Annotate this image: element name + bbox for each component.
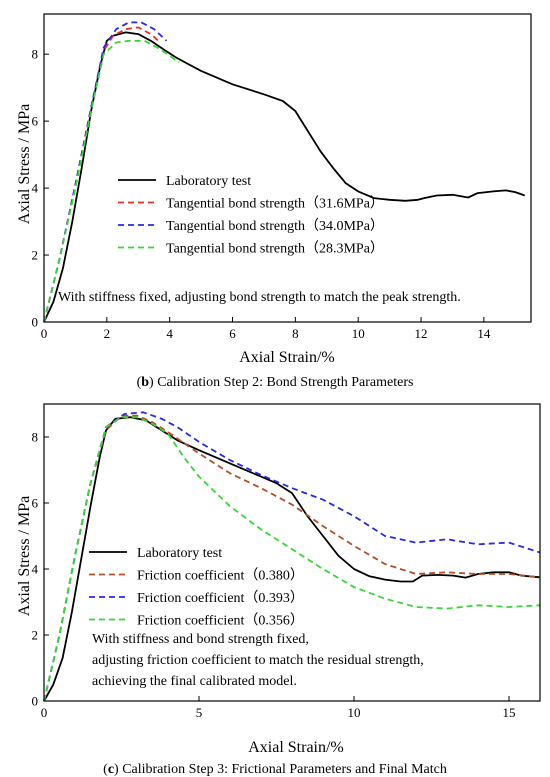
series-group [43,411,541,702]
series-group [43,21,526,323]
chart-panel-b: Axial Stress / MPa Axial Strain/% (b) Ca… [16,13,532,390]
series-line-0 [43,31,526,323]
panel-caption: (b) Calibration Step 2: Bond Strength Pa… [137,375,414,390]
x-tick-label: 5 [196,705,203,720]
x-tick-label: 0 [41,326,48,341]
y-tick-label: 0 [32,694,39,709]
x-axis-label: Axial Strain/% [248,739,344,756]
panel-caption: (c) Calibration Step 3: Frictional Param… [103,762,447,777]
y-tick-label: 4 [32,181,39,196]
annotation: With stiffness and bond strength fixed, … [92,632,424,689]
x-tick-label: 6 [229,326,236,341]
y-tick-label: 8 [32,430,39,445]
chart-panel-c: Axial Stress / MPa Axial Strain/% (c) Ca… [16,403,541,777]
legend: Laboratory test Tangential bond strength（… [118,174,384,257]
series-line-3 [43,39,180,323]
annotation: With stiffness fixed, adjusting bond str… [58,290,461,305]
y-tick-label: 2 [32,628,39,643]
x-tick-label: 4 [166,326,173,341]
legend-label: Tangential bond strength（28.3MPa） [166,241,384,257]
y-tick-label: 4 [32,562,39,577]
x-tick-label: 10 [348,705,361,720]
panel-caption-text: ) Calibration Step 2: Bond Strength Para… [149,375,413,390]
x-tick-label: 0 [41,705,48,720]
x-tick-label: 15 [503,705,516,720]
x-tick-label: 14 [477,326,491,341]
panel-caption-label: b [141,375,149,390]
legend-label: Tangential bond strength（34.0MPa） [166,218,384,234]
series-line-3 [43,416,541,702]
legend-label: Friction coefficient（0.356） [137,613,304,629]
y-tick-label: 6 [32,496,39,511]
legend-label: Laboratory test [137,546,222,561]
panel-caption-label: c [108,762,114,777]
legend-label: Friction coefficient（0.380） [137,568,304,584]
y-axis-label: Axial Stress / MPa [16,496,33,616]
annotation-line: achieving the final calibrated model. [92,674,297,689]
panel-caption-text: ) Calibration Step 3: Frictional Paramet… [114,762,447,777]
y-tick-label: 2 [32,248,39,263]
y-tick-label: 6 [32,114,39,129]
legend-label: Laboratory test [166,174,251,189]
annotation-line: With stiffness and bond strength fixed, [92,632,309,647]
plot-frame [43,13,532,323]
plot-frame [43,403,541,702]
legend: Laboratory test Friction coefficient（0.38… [89,546,304,629]
legend-label: Friction coefficient（0.393） [137,590,304,606]
y-tick-label: 8 [32,47,39,62]
series-line-2 [43,21,168,323]
x-tick-label: 2 [104,326,111,341]
annotation-line: With stiffness fixed, adjusting bond str… [58,290,461,305]
annotation-line: adjusting friction coefficient to match … [92,653,424,668]
x-tick-label: 8 [292,326,299,341]
series-line-1 [43,26,161,323]
series-line-0 [43,416,541,702]
x-axis-label: Axial Strain/% [239,349,335,366]
legend-label: Tangential bond strength（31.6MPa） [166,196,384,212]
y-tick-label: 0 [32,315,39,330]
x-tick-label: 12 [415,326,428,341]
x-tick-label: 10 [352,326,365,341]
y-axis-label: Axial Stress / MPa [16,104,33,224]
